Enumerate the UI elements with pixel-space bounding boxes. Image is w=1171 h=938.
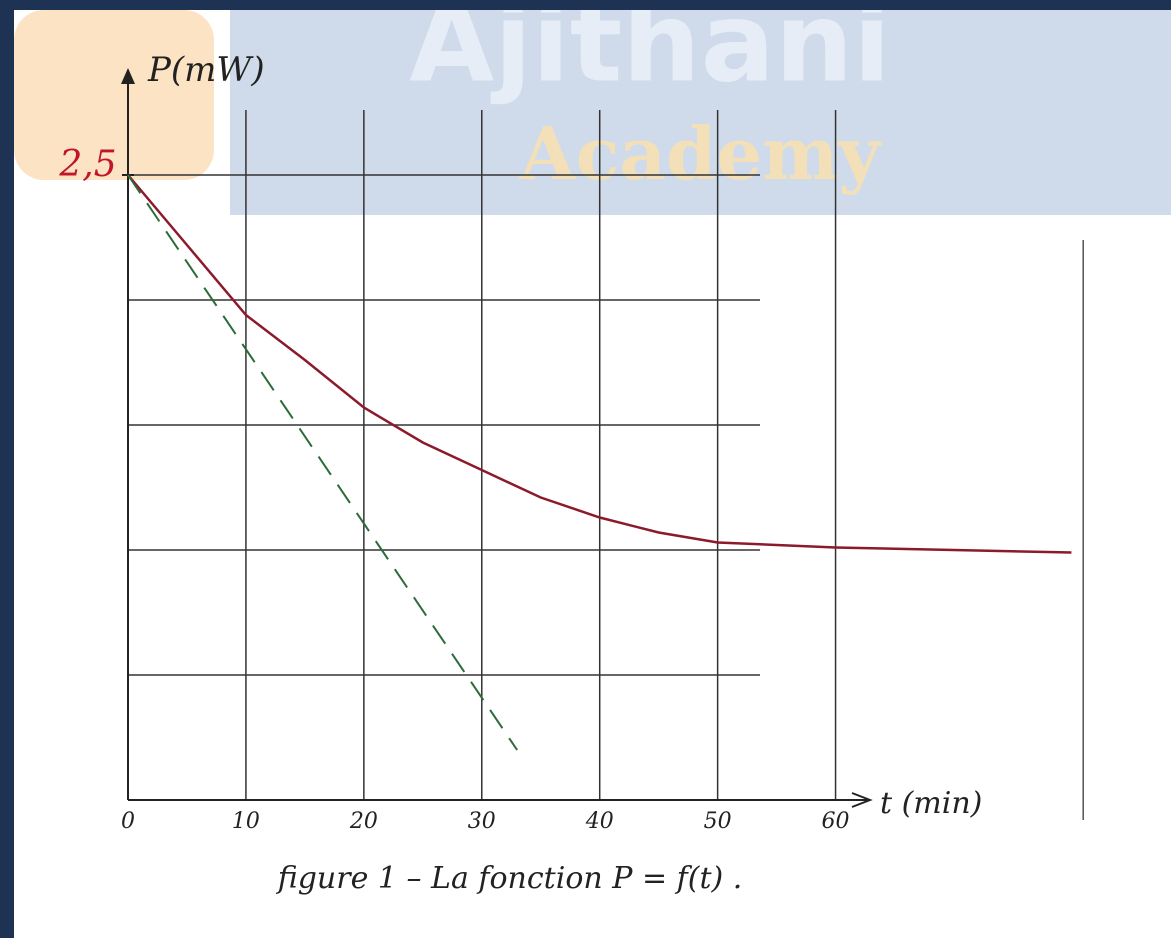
x-tick-label: 0 [121,809,135,834]
x-axis-label: t (min) [880,786,982,821]
x-tick-label: 60 [822,809,850,834]
chart: Ajithani Academy P(mW) t (min) figure 1 … [0,0,1171,938]
x-tick-label: 10 [232,809,260,834]
frame-left [0,0,14,938]
y-axis-label: P(mW) [147,50,265,90]
x-tick-label: 50 [704,809,732,834]
y-tick-label: 2,5 [58,144,116,185]
page: {"watermark": {"title": "Ajithani", "sub… [0,0,1171,938]
watermark-subtitle: Academy [519,111,883,196]
x-tick-label: 20 [349,809,378,834]
x-tick-label: 30 [468,809,496,834]
watermark-title: Ajithani [409,0,891,106]
x-tick-label: 40 [585,809,614,834]
frame-top [0,0,1171,10]
caption: figure 1 – La fonction P = f(t) . [276,861,743,896]
